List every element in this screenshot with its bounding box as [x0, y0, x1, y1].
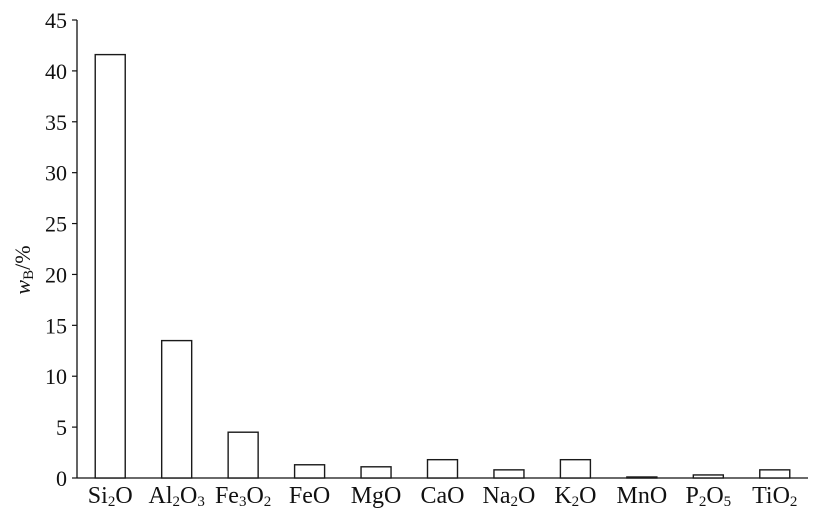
y-tick-label: 20 — [45, 262, 67, 287]
bar-2 — [227, 431, 259, 479]
category-labels: Si2O Al2O3 Fe3O2 FeO MgO CaO Na2O K2O MnO P2O5 TiO… — [88, 483, 798, 510]
category-label: CaO — [421, 483, 465, 508]
category-label: Fe3O2 — [215, 483, 271, 508]
category-label: K2O — [554, 483, 596, 508]
category-label: Si2O — [88, 483, 133, 508]
y-tick-label: 5 — [56, 415, 67, 440]
y-tick-label: 15 — [45, 313, 67, 338]
bar-0 — [94, 53, 126, 479]
y-axis-label-group: wB/% — [10, 245, 37, 294]
y-tick-label: 45 — [45, 8, 67, 33]
bar-6 — [493, 469, 525, 479]
y-axis-label: wB/% — [10, 245, 37, 294]
bar-3 — [293, 464, 326, 479]
bar-9 — [692, 474, 725, 479]
category-label: Na2O — [483, 483, 536, 508]
y-tick-labels: 0 5 10 15 20 25 30 35 40 45 — [45, 8, 67, 491]
bar-5 — [426, 458, 459, 479]
bar-7 — [559, 458, 592, 479]
y-tick-label: 35 — [45, 110, 67, 135]
category-label: MnO — [617, 483, 668, 508]
category-label: TiO2 — [752, 483, 797, 508]
category-label: MgO — [351, 483, 402, 508]
y-tick-label: 30 — [45, 161, 67, 186]
bar-4 — [360, 466, 392, 479]
y-tick-label: 10 — [45, 364, 67, 389]
bar-10 — [759, 469, 791, 479]
y-tick-label: 0 — [56, 466, 67, 491]
category-label: Al2O3 — [149, 483, 205, 508]
category-label: P2O5 — [685, 483, 731, 508]
y-tick-label: 40 — [45, 59, 67, 84]
bar-8 — [626, 476, 658, 479]
bars — [94, 53, 791, 479]
bar-1 — [160, 339, 193, 479]
category-label: FeO — [289, 483, 330, 508]
y-tick-label: 25 — [45, 212, 67, 237]
